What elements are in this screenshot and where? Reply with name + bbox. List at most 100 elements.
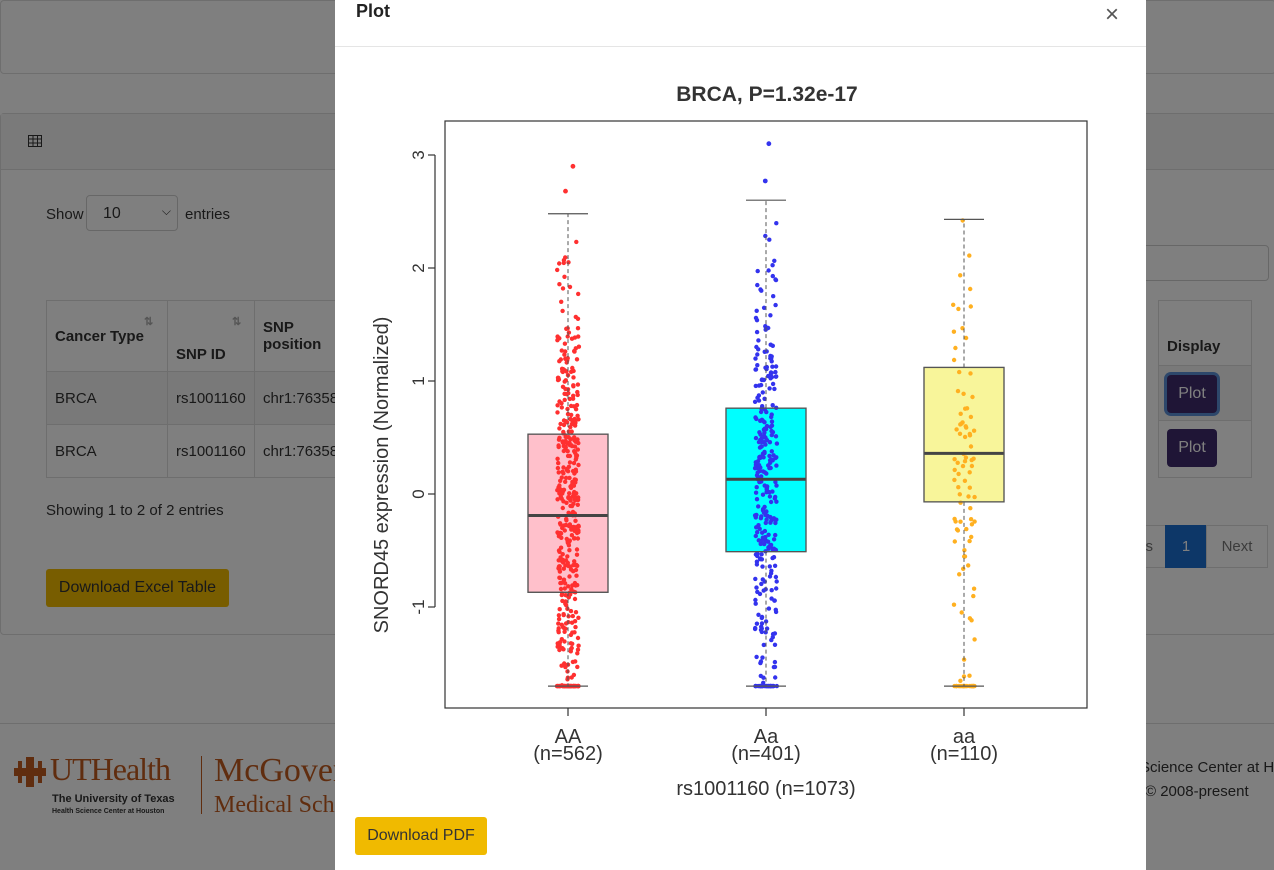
data-point: [962, 554, 968, 559]
data-point: [759, 288, 764, 293]
data-point: [770, 364, 775, 369]
data-point: [556, 613, 562, 618]
data-point: [576, 440, 581, 446]
data-point: [961, 566, 966, 571]
data-point: [563, 479, 568, 484]
data-point: [773, 302, 778, 308]
data-point: [575, 647, 581, 652]
data-point: [561, 577, 567, 582]
data-point: [570, 641, 575, 646]
data-point: [559, 663, 564, 668]
data-point: [972, 494, 977, 500]
data-point: [576, 417, 581, 422]
data-point: [559, 348, 564, 353]
data-point: [569, 533, 575, 538]
data-point: [559, 366, 565, 371]
data-point: [753, 597, 758, 603]
data-point: [556, 443, 561, 448]
data-point: [568, 436, 573, 442]
data-point: [576, 495, 581, 500]
data-point: [756, 504, 761, 509]
box-outline: [725, 407, 807, 553]
data-point: [764, 349, 769, 354]
data-point: [773, 520, 778, 526]
data-point: [565, 334, 570, 339]
data-point: [766, 532, 771, 537]
data-point: [567, 491, 572, 496]
data-point: [569, 443, 575, 449]
data-point: [958, 273, 963, 278]
data-point: [563, 438, 568, 444]
data-point: [767, 494, 773, 499]
data-point: [571, 491, 576, 496]
data-point: [560, 598, 565, 604]
data-point: [753, 367, 759, 372]
data-point: [753, 533, 758, 539]
data-point: [575, 316, 581, 321]
data-point: [555, 456, 560, 461]
download-pdf-button[interactable]: Download PDF: [355, 817, 487, 855]
data-point: [571, 562, 576, 568]
data-point: [564, 326, 569, 331]
data-point: [967, 253, 972, 258]
data-point: [565, 554, 570, 559]
data-point: [753, 415, 758, 420]
data-point: [760, 508, 766, 513]
data-point: [761, 305, 767, 310]
data-point: [561, 422, 567, 428]
y-tick-label: 3: [409, 150, 428, 159]
box-outline: [923, 366, 1005, 503]
x-tick-count-label: (n=401): [731, 743, 801, 765]
data-point: [761, 642, 766, 648]
data-point: [769, 412, 774, 417]
data-point: [772, 496, 777, 501]
data-point: [572, 423, 578, 428]
data-point: [760, 492, 766, 497]
data-point: [564, 603, 569, 608]
data-point: [573, 346, 578, 351]
data-point: [953, 519, 958, 524]
data-point: [764, 487, 769, 492]
data-point: [557, 569, 563, 574]
data-point: [753, 576, 758, 582]
x-axis-label: rs1001160 (n=1073): [676, 778, 855, 800]
data-point: [764, 509, 769, 514]
y-tick-label: 1: [409, 376, 428, 385]
data-point: [767, 564, 772, 569]
data-point: [565, 406, 570, 412]
data-point: [953, 345, 958, 351]
data-point: [967, 538, 972, 544]
data-point: [963, 406, 968, 411]
data-point: [773, 434, 779, 439]
data-point: [555, 403, 560, 408]
data-point: [565, 449, 570, 454]
data-point: [561, 625, 566, 630]
data-point: [752, 626, 758, 632]
data-point: [562, 379, 567, 384]
data-point: [753, 490, 759, 495]
data-point: [560, 308, 565, 314]
data-point: [771, 516, 777, 521]
data-point: [565, 469, 571, 474]
outlier-point: [762, 178, 768, 184]
data-point: [773, 364, 779, 369]
data-point: [770, 381, 776, 387]
y-tick-label: 2: [409, 263, 428, 272]
data-point: [568, 424, 573, 430]
data-point: [555, 338, 560, 343]
data-point: [774, 579, 779, 584]
x-tick-label: aa: [953, 726, 976, 748]
data-point: [762, 420, 767, 425]
data-point: [555, 497, 560, 502]
data-point: [563, 563, 568, 568]
data-point: [759, 581, 764, 587]
data-point: [957, 431, 963, 436]
data-point: [754, 308, 759, 313]
data-point: [968, 517, 974, 522]
data-point: [572, 335, 578, 340]
data-point: [763, 442, 768, 447]
close-icon[interactable]: ×: [1105, 1, 1120, 28]
data-point: [757, 591, 763, 597]
data-point: [571, 672, 577, 678]
data-point: [556, 470, 561, 475]
